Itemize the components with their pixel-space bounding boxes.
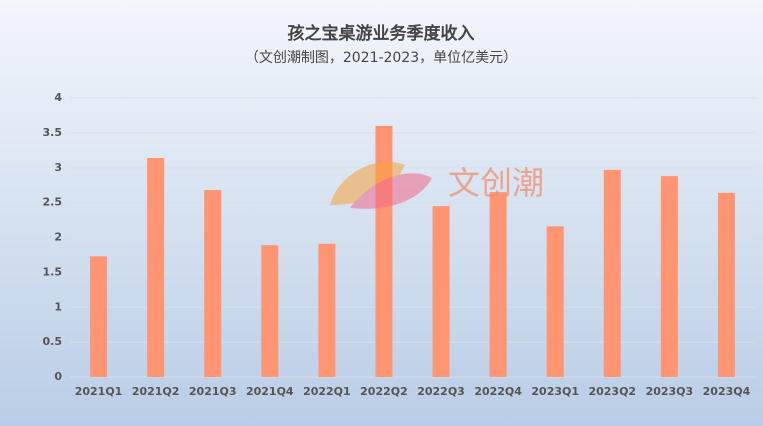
bar xyxy=(147,157,165,377)
x-tick-label: 2023Q1 xyxy=(531,385,579,398)
bar xyxy=(717,192,735,377)
chart-subtitle: （文创潮制图，2021-2023，单位亿美元） xyxy=(245,50,517,66)
watermark-text: 文创潮 xyxy=(448,164,544,202)
bar xyxy=(204,190,222,377)
bar xyxy=(261,245,279,377)
bar xyxy=(90,256,108,377)
y-tick-label: 1.5 xyxy=(43,265,63,278)
y-tick-label: 2.5 xyxy=(43,196,63,209)
bar xyxy=(546,226,564,377)
x-tick-label: 2021Q1 xyxy=(75,385,123,398)
x-tick-label: 2022Q2 xyxy=(360,385,408,398)
bar xyxy=(660,176,678,377)
x-tick-label: 2023Q3 xyxy=(646,385,694,398)
y-tick-label: 0.5 xyxy=(43,335,63,348)
y-tick-label: 2 xyxy=(54,231,62,244)
bar xyxy=(318,243,336,377)
x-tick-label: 2022Q1 xyxy=(303,385,351,398)
y-tick-label: 0 xyxy=(54,370,62,383)
watermark-logo xyxy=(330,161,432,209)
y-tick-label: 3 xyxy=(54,161,62,174)
bar xyxy=(489,192,507,377)
y-tick-label: 3.5 xyxy=(43,126,63,139)
x-tick-label: 2021Q2 xyxy=(132,385,180,398)
bar xyxy=(432,206,450,377)
x-tick-label: 2022Q4 xyxy=(474,385,522,398)
x-tick-label: 2021Q3 xyxy=(189,385,237,398)
x-tick-label: 2023Q4 xyxy=(703,385,751,398)
x-tick-label: 2022Q3 xyxy=(417,385,465,398)
x-tick-label: 2023Q2 xyxy=(588,385,636,398)
y-tick-label: 1 xyxy=(54,300,62,313)
bar xyxy=(603,169,621,377)
x-tick-label: 2021Q4 xyxy=(246,385,294,398)
chart-title: 孩之宝桌游业务季度收入 xyxy=(288,23,475,44)
y-tick-label: 4 xyxy=(54,91,62,104)
